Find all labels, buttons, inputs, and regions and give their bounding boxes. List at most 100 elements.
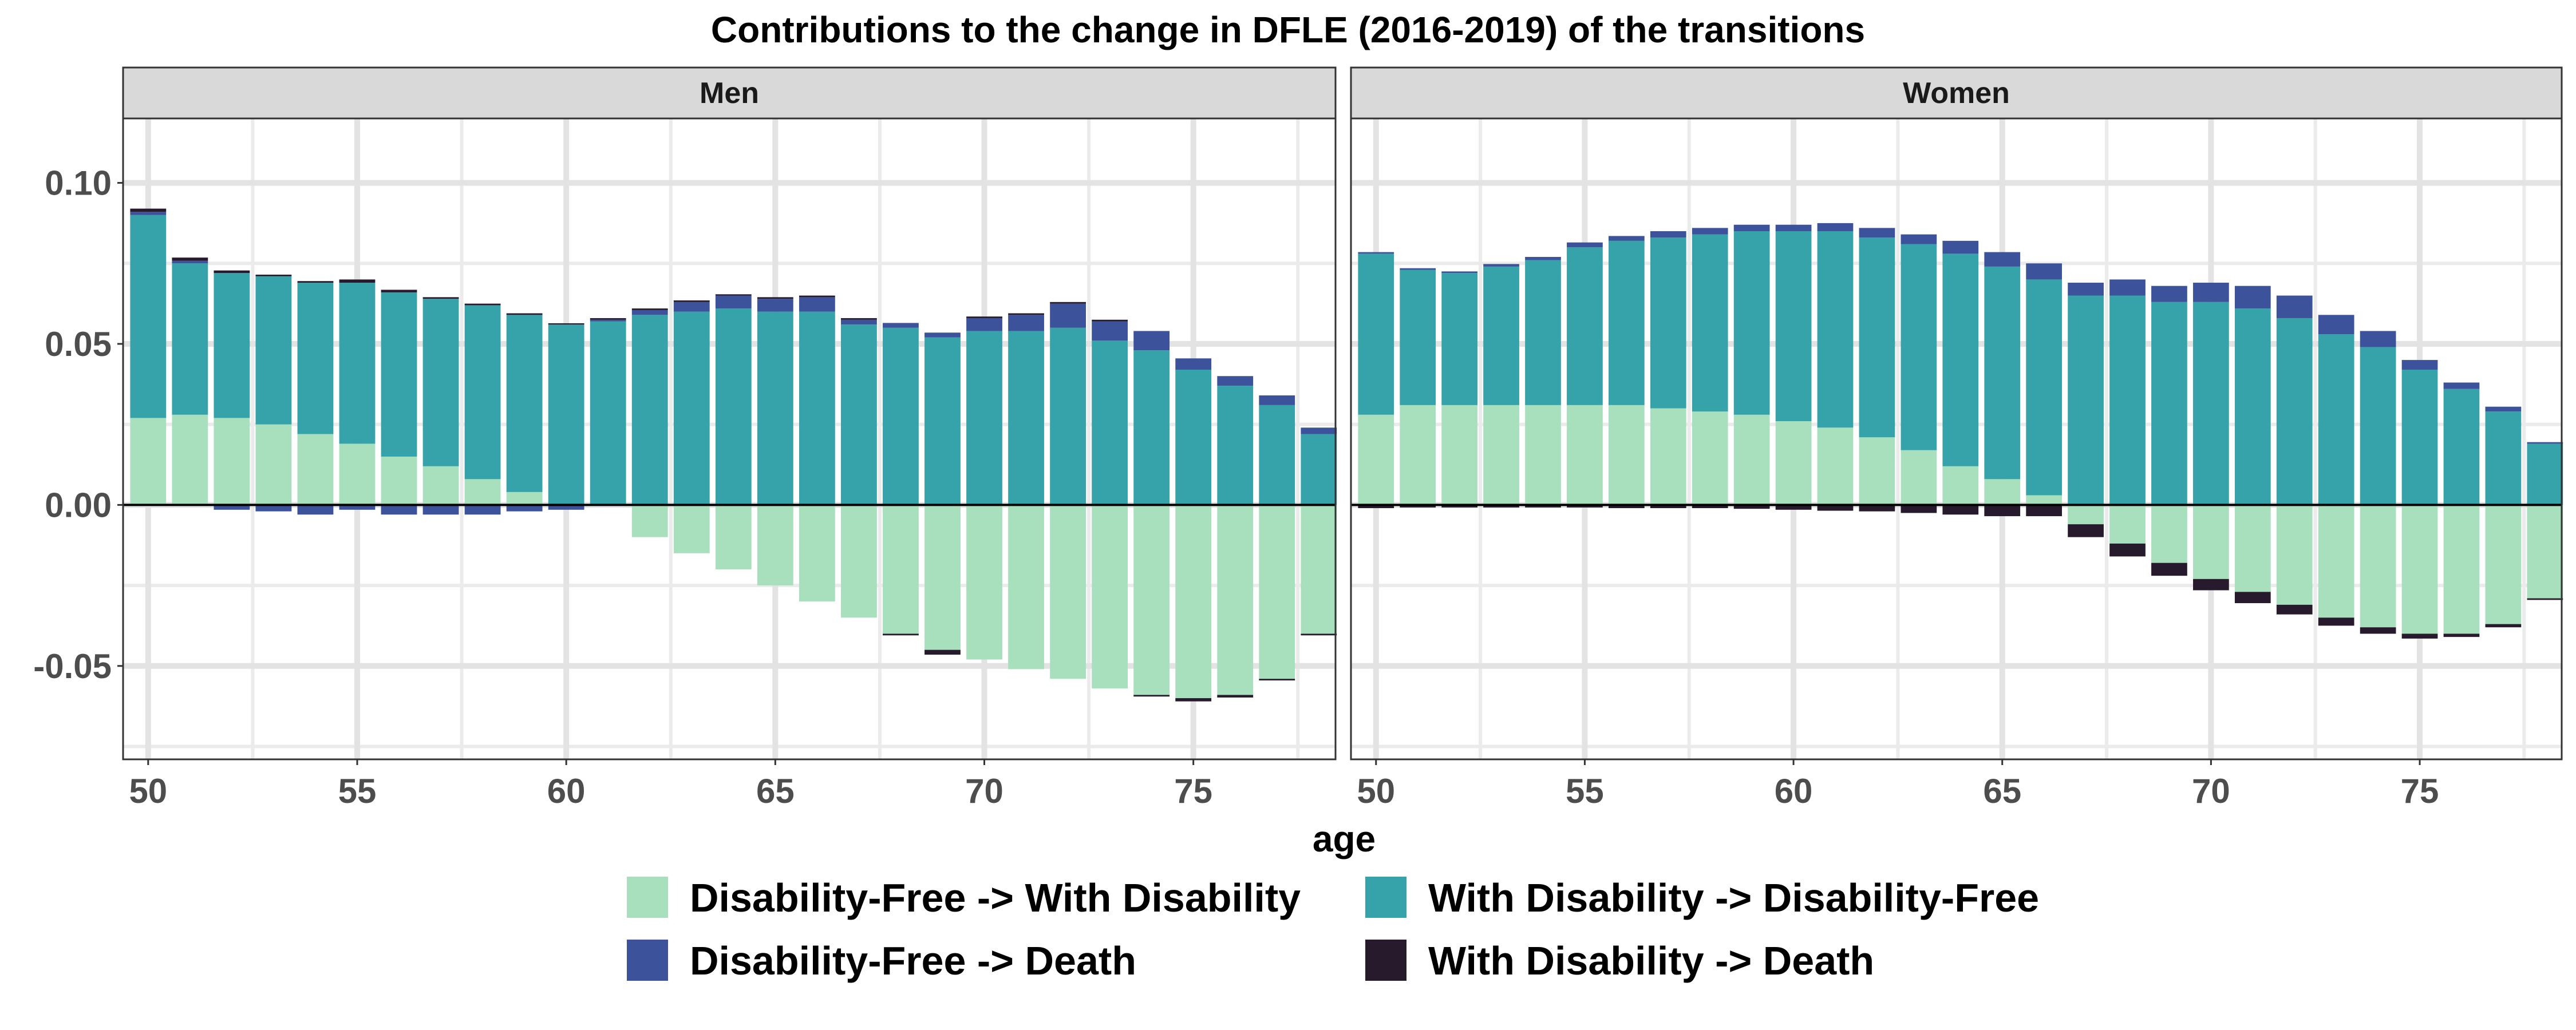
- bar-wd-df-age-74: [1133, 350, 1170, 505]
- bar-df-wd-age-58: [464, 479, 501, 505]
- bar-wd-death-age-60: [548, 323, 584, 325]
- bar-wd-death-age-59: [506, 313, 543, 315]
- x-axis-title: age: [1313, 818, 1376, 859]
- bar-wd-death-age-77: [2485, 624, 2522, 628]
- bar-df-wd-age-55: [1567, 405, 1603, 505]
- bar-wd-death-age-64: [715, 294, 752, 296]
- bar-df-death-age-67: [2068, 283, 2104, 296]
- bar-df-death-age-58: [464, 505, 501, 515]
- x-tick-label: 70: [2192, 772, 2230, 810]
- x-tick-label: 55: [338, 772, 377, 810]
- bar-df-death-age-59: [1733, 224, 1770, 231]
- bar-df-wd-age-70: [2193, 505, 2229, 579]
- bar-df-death-age-69: [924, 332, 961, 338]
- bar-wd-df-age-65: [1984, 266, 2021, 480]
- bar-df-wd-age-69: [924, 505, 961, 650]
- bar-wd-death-age-73: [1092, 319, 1128, 322]
- bar-wd-death-age-55: [339, 279, 376, 283]
- bar-wd-df-age-57: [422, 299, 459, 466]
- bar-wd-df-age-73: [2318, 334, 2354, 505]
- bar-wd-death-age-57: [1650, 505, 1686, 509]
- bar-wd-death-age-78: [2527, 598, 2563, 600]
- bar-wd-df-age-50: [1358, 253, 1394, 415]
- bar-df-death-age-51: [1400, 268, 1436, 270]
- bar-wd-death-age-71: [1008, 313, 1044, 315]
- bars: [1358, 223, 2563, 639]
- bar-df-wd-age-66: [799, 505, 835, 602]
- bar-wd-death-age-67: [841, 318, 877, 320]
- bar-df-death-age-51: [172, 260, 208, 264]
- bar-df-death-age-56: [381, 505, 417, 515]
- bar-wd-death-age-65: [1984, 505, 2021, 517]
- bar-wd-death-age-52: [1441, 505, 1477, 508]
- bar-wd-df-age-53: [255, 276, 292, 425]
- bar-df-wd-age-71: [1008, 505, 1044, 670]
- bar-df-wd-age-75: [2401, 505, 2438, 634]
- bar-wd-df-age-76: [2443, 389, 2480, 505]
- bar-df-wd-age-68: [883, 505, 919, 634]
- bar-df-wd-age-74: [1133, 505, 1170, 695]
- bar-wd-death-age-72: [2276, 604, 2313, 615]
- bar-wd-death-age-65: [757, 297, 793, 299]
- bar-wd-df-age-58: [464, 305, 501, 480]
- bar-wd-death-age-73: [2318, 617, 2354, 626]
- bar-df-death-age-67: [841, 319, 877, 325]
- bar-wd-death-age-76: [2443, 633, 2480, 637]
- bar-wd-death-age-59: [1733, 505, 1770, 509]
- facet-strip-label: Men: [700, 77, 759, 110]
- bar-wd-death-age-68: [883, 633, 919, 636]
- bar-df-death-age-59: [506, 505, 543, 512]
- bar-wd-df-age-69: [924, 337, 961, 505]
- bar-wd-df-age-63: [1901, 244, 1937, 450]
- bar-df-wd-age-58: [1692, 411, 1728, 505]
- bar-df-death-age-73: [2318, 315, 2354, 335]
- bar-wd-df-age-55: [339, 283, 376, 444]
- bar-wd-df-age-53: [1483, 266, 1519, 405]
- bar-df-death-age-72: [2276, 295, 2313, 318]
- bar-wd-death-age-74: [1133, 695, 1170, 697]
- legend-label: With Disability -> Death: [1428, 938, 1874, 983]
- bar-wd-df-age-59: [506, 315, 543, 492]
- bar-df-death-age-77: [2485, 406, 2522, 412]
- bar-wd-df-age-77: [2485, 411, 2522, 505]
- bar-wd-death-age-76: [1217, 695, 1254, 698]
- x-tick-label: 50: [129, 772, 167, 810]
- bar-df-wd-age-63: [1901, 450, 1937, 505]
- bar-wd-death-age-56: [381, 290, 417, 292]
- bar-wd-death-age-50: [130, 208, 167, 212]
- bar-wd-df-age-68: [883, 327, 919, 505]
- legend-label: Disability-Free -> With Disability: [690, 876, 1301, 920]
- bar-wd-df-age-78: [2527, 443, 2563, 505]
- y-tick-label: 0.05: [45, 325, 112, 363]
- bar-df-wd-age-57: [422, 466, 459, 505]
- bar-df-death-age-58: [1692, 228, 1728, 235]
- bar-wd-death-age-53: [1483, 505, 1519, 508]
- x-tick-label: 65: [756, 772, 795, 810]
- facets-layer: Men 50 55 60 65 70 75 -0.05 0.00 0.05 0.10 Women 50 5…: [33, 66, 2563, 810]
- bar-df-death-age-76: [1217, 376, 1254, 386]
- panel-border: [122, 117, 1337, 760]
- bar-wd-death-age-70: [2193, 579, 2229, 591]
- bar-df-wd-age-72: [1050, 505, 1086, 679]
- legend-swatch: [627, 877, 668, 918]
- bar-df-death-age-61: [1817, 223, 1854, 231]
- bar-df-death-age-62: [1859, 228, 1895, 238]
- bar-df-wd-age-54: [1525, 405, 1561, 505]
- bar-df-wd-age-77: [2485, 505, 2522, 624]
- bar-df-death-age-60: [1775, 224, 1812, 231]
- bar-wd-df-age-57: [1650, 237, 1686, 409]
- bar-df-wd-age-78: [2527, 505, 2563, 599]
- bar-wd-death-age-68: [2109, 543, 2146, 557]
- bar-df-wd-age-60: [1775, 421, 1812, 505]
- bar-df-wd-age-70: [966, 505, 1002, 660]
- bar-df-wd-age-64: [1942, 466, 1979, 505]
- bar-df-death-age-74: [1133, 331, 1170, 351]
- facet-panel-women: Women 50 55 60 65 70 75: [1350, 66, 2563, 810]
- bar-df-wd-age-74: [2360, 505, 2396, 628]
- bar-df-death-age-55: [339, 505, 376, 510]
- bar-df-death-age-78: [2527, 442, 2563, 444]
- x-tick-label: 55: [1566, 772, 1604, 810]
- bar-wd-death-age-78: [1301, 633, 1337, 636]
- bar-wd-df-age-60: [548, 324, 584, 505]
- bar-wd-death-age-51: [172, 258, 208, 261]
